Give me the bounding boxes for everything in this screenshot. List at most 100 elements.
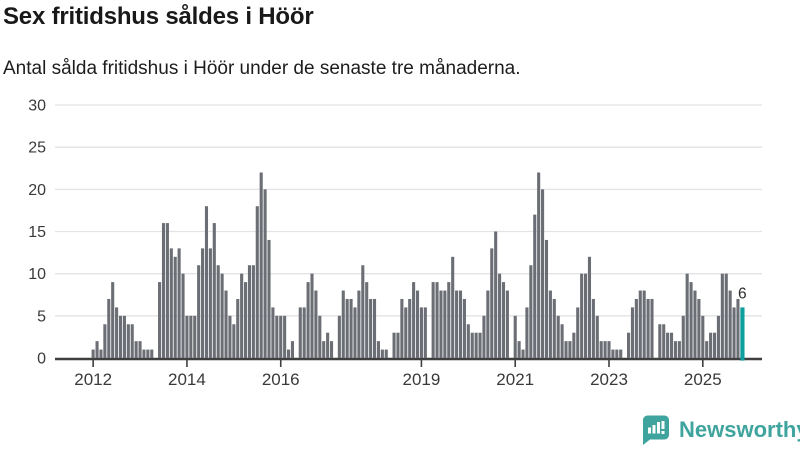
bar: [572, 332, 576, 358]
bar: [228, 315, 232, 358]
bar: [337, 315, 341, 358]
bar: [501, 282, 506, 358]
bar: [693, 290, 697, 358]
x-tick-label: 2021: [496, 370, 534, 389]
bar: [107, 298, 111, 358]
bar: [232, 324, 236, 358]
bar: [201, 248, 205, 358]
bar: [615, 349, 619, 358]
bar: [318, 315, 322, 358]
bar: [662, 324, 666, 358]
bar: [533, 214, 537, 358]
bar: [681, 315, 685, 358]
bar: [404, 307, 408, 358]
x-tick-label: 2016: [262, 370, 300, 389]
bar: [451, 256, 455, 358]
bar: [584, 273, 588, 358]
y-tick-label: 30: [28, 98, 46, 115]
bar: [701, 315, 705, 358]
bar: [537, 172, 541, 358]
highlighted-bar: [740, 307, 745, 361]
bar: [423, 307, 427, 358]
bar: [435, 282, 439, 358]
y-tick-label: 15: [28, 224, 46, 241]
bar: [513, 315, 517, 358]
bar: [709, 332, 713, 358]
bar: [470, 332, 474, 358]
bar: [189, 315, 193, 358]
bar: [169, 248, 173, 358]
bar: [525, 307, 529, 358]
bar: [591, 298, 595, 358]
bar: [208, 248, 212, 358]
bar: [290, 341, 295, 358]
bar: [642, 290, 646, 358]
bar: [732, 307, 736, 358]
y-tick-label: 0: [37, 351, 46, 368]
bar: [396, 332, 400, 358]
bar: [697, 298, 701, 358]
bar: [134, 341, 138, 358]
brand-name: Newsworthy: [679, 416, 800, 442]
bar: [439, 290, 443, 358]
y-tick-label: 5: [37, 308, 46, 325]
bar: [455, 290, 459, 358]
bar: [372, 298, 377, 358]
bar: [412, 282, 416, 358]
bar: [302, 307, 306, 358]
bar: [310, 273, 314, 358]
x-tick-label: 2025: [684, 370, 722, 389]
bar: [720, 273, 724, 358]
bar: [564, 341, 568, 358]
bar: [220, 273, 224, 358]
bar: [486, 290, 490, 358]
bar: [517, 341, 521, 358]
bar: [130, 324, 134, 358]
bar: [298, 307, 302, 358]
bar: [287, 349, 291, 358]
bar: [580, 273, 584, 358]
bar: [603, 341, 607, 358]
bar: [458, 290, 463, 358]
bar: [521, 349, 525, 358]
bar: [306, 282, 310, 358]
y-tick-label: 25: [28, 140, 46, 157]
bar: [587, 256, 592, 358]
bar: [314, 290, 318, 358]
bar: [329, 341, 334, 358]
x-tick-label: 2012: [74, 370, 112, 389]
bar: [345, 298, 349, 358]
bar: [447, 282, 451, 358]
bar: [357, 290, 361, 358]
bar: [443, 290, 447, 358]
bar: [669, 332, 674, 358]
bar: [279, 315, 283, 358]
bar: [150, 349, 154, 358]
speech-bubble-shape: [643, 415, 669, 445]
bar: [341, 290, 345, 358]
bar: [658, 324, 662, 358]
bar: [548, 290, 552, 358]
bar: [212, 223, 216, 358]
bar: [544, 239, 549, 358]
bar: [111, 282, 115, 358]
bar: [482, 315, 486, 358]
bar: [673, 341, 677, 358]
bar: [181, 273, 185, 358]
bar: [161, 223, 166, 358]
bar: [568, 341, 572, 358]
bar: [224, 290, 228, 358]
bar: [283, 315, 287, 358]
bar: [712, 332, 717, 358]
bar: [177, 248, 181, 358]
bar: [91, 349, 95, 358]
bar: [115, 307, 119, 358]
bar: [197, 265, 201, 358]
bar: [122, 315, 126, 358]
bar: [724, 273, 728, 358]
bar: [251, 265, 255, 358]
brand-footer: Newsworthy: [640, 414, 800, 445]
bar: [138, 341, 142, 358]
bar: [126, 324, 130, 358]
bar: [99, 349, 103, 358]
